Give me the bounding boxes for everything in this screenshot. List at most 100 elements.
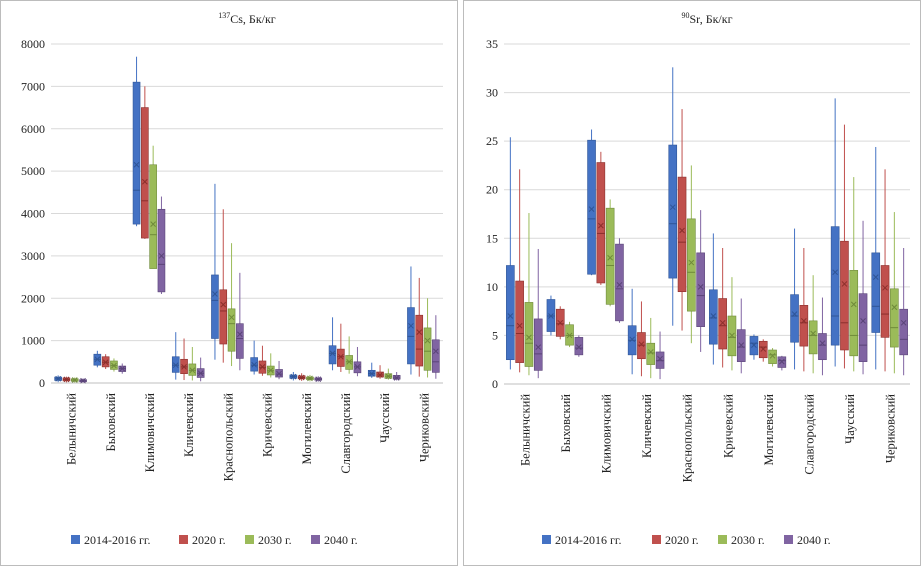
mean-marker bbox=[276, 370, 282, 377]
y-tick-label: 2000 bbox=[21, 291, 45, 305]
box-Климовичский-0 bbox=[132, 56, 141, 227]
box-body bbox=[818, 333, 827, 361]
mean-marker bbox=[710, 313, 717, 319]
mean-marker bbox=[80, 377, 86, 384]
box-Чаусский-2 bbox=[849, 177, 859, 372]
mean-marker bbox=[385, 373, 392, 380]
box-Краснопольский-2 bbox=[687, 165, 696, 344]
category-label: Климовичский bbox=[143, 393, 157, 473]
legend-label-3: 2040 г. bbox=[797, 533, 831, 547]
y-tick-label: 35 bbox=[486, 37, 498, 51]
mean-marker bbox=[629, 336, 636, 343]
box-body bbox=[533, 318, 543, 371]
box-Славгородский-2 bbox=[345, 336, 353, 374]
box-Кличевский-2 bbox=[188, 346, 197, 381]
mean-marker bbox=[408, 322, 414, 329]
y-tick-label: 10 bbox=[486, 280, 498, 294]
mean-marker bbox=[791, 311, 798, 317]
box-Славгородский-2 bbox=[808, 275, 818, 374]
box-Кричевский-2 bbox=[266, 353, 275, 378]
box-Климовичский-3 bbox=[157, 196, 166, 295]
mean-marker bbox=[669, 204, 676, 211]
category-label: Кличевский bbox=[640, 394, 654, 458]
box-Быховский-0 bbox=[93, 350, 102, 368]
box-Белыничский-2 bbox=[524, 213, 534, 376]
legend-swatch-2 bbox=[718, 535, 727, 544]
box-Кличевский-1 bbox=[637, 301, 646, 377]
box-Кличевский-0 bbox=[627, 288, 637, 375]
box-Климовичский-1 bbox=[596, 151, 606, 285]
mean-marker bbox=[679, 227, 685, 234]
box-Кличевский-2 bbox=[646, 317, 656, 379]
mean-marker bbox=[810, 330, 817, 337]
y-tick-label: 0 bbox=[492, 377, 498, 391]
box-Чаусский-1 bbox=[376, 365, 384, 379]
box-Чериковский-2 bbox=[423, 298, 432, 378]
mean-marker bbox=[259, 364, 266, 370]
legend-swatch-3 bbox=[784, 535, 793, 544]
box-Белыничский-0 bbox=[54, 375, 62, 383]
mean-marker bbox=[688, 259, 695, 266]
box-body bbox=[574, 337, 584, 356]
mean-marker bbox=[832, 269, 839, 276]
box-body bbox=[132, 81, 141, 225]
box-Быховский-2 bbox=[565, 321, 574, 348]
box-body bbox=[141, 107, 149, 239]
box-Кричевский-2 bbox=[727, 277, 737, 371]
category-label: Кличевский bbox=[182, 393, 196, 457]
mean-marker bbox=[882, 284, 888, 291]
box-Кричевский-0 bbox=[250, 340, 258, 375]
box-body bbox=[858, 293, 868, 362]
mean-marker bbox=[638, 341, 645, 348]
mean-marker bbox=[346, 358, 353, 365]
mean-marker bbox=[133, 161, 140, 168]
mean-marker bbox=[102, 359, 109, 366]
category-label: Чаусский bbox=[843, 394, 857, 444]
category-label: Кричевский bbox=[261, 393, 275, 457]
box-body bbox=[337, 348, 345, 367]
box-body bbox=[227, 308, 236, 352]
y-tick-label: 25 bbox=[486, 134, 498, 148]
mean-marker bbox=[212, 291, 218, 297]
box-body bbox=[415, 314, 424, 367]
mean-marker bbox=[111, 362, 117, 369]
category-label: Краснопольский bbox=[681, 394, 695, 483]
box-body bbox=[596, 162, 606, 284]
mean-marker bbox=[94, 356, 101, 363]
mean-marker bbox=[432, 348, 439, 355]
box-body bbox=[236, 323, 244, 359]
box-Быховский-3 bbox=[574, 335, 584, 357]
box-Славгородский-3 bbox=[353, 346, 362, 377]
title-text: Sr, Бк/кг bbox=[690, 12, 733, 26]
y-tick-label: 4000 bbox=[21, 207, 45, 221]
box-body bbox=[219, 289, 228, 345]
box-Кричевский-0 bbox=[709, 233, 718, 365]
mean-marker bbox=[607, 254, 614, 261]
mean-marker bbox=[354, 364, 361, 370]
box-Кличевский-3 bbox=[196, 357, 205, 382]
mean-marker bbox=[181, 364, 187, 370]
legend-swatch-0 bbox=[71, 535, 80, 544]
category-label: Славгородский bbox=[339, 393, 353, 474]
mean-marker bbox=[298, 374, 305, 381]
box-Могилевский-3 bbox=[777, 355, 787, 371]
box-body bbox=[718, 298, 727, 350]
box-body bbox=[840, 240, 849, 351]
mean-marker bbox=[267, 367, 274, 374]
box-Быховский-1 bbox=[555, 306, 565, 340]
box-Чаусский-2 bbox=[384, 368, 393, 380]
box-Славгородский-0 bbox=[790, 228, 799, 370]
legend-label-2: 2030 г. bbox=[258, 533, 292, 547]
box-Белыничский-3 bbox=[533, 248, 543, 379]
chart-title: 137Cs, Бк/кг bbox=[218, 11, 276, 26]
mean-marker bbox=[424, 337, 431, 344]
mean-marker bbox=[526, 334, 532, 341]
box-Кричевский-3 bbox=[736, 298, 746, 374]
mean-marker bbox=[337, 353, 344, 360]
box-body bbox=[157, 208, 166, 293]
mean-marker bbox=[566, 332, 573, 339]
y-tick-label: 6000 bbox=[21, 122, 45, 136]
box-body bbox=[328, 345, 337, 365]
box-body bbox=[149, 164, 157, 269]
mean-marker bbox=[800, 318, 807, 324]
